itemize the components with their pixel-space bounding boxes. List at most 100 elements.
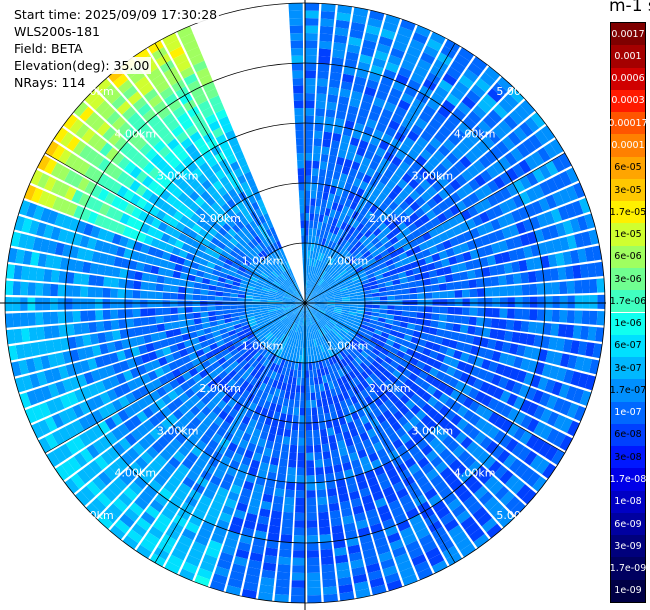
beta-gate [147, 40, 164, 54]
beta-gate [501, 226, 513, 239]
beta-gate [346, 175, 355, 185]
beta-gate [269, 386, 276, 396]
beta-gate [316, 288, 324, 295]
beta-gate [64, 169, 77, 185]
beta-gate [498, 240, 509, 252]
beta-gate [123, 487, 138, 501]
beta-gate [312, 305, 320, 309]
beta-gate [80, 298, 88, 310]
beta-gate [541, 226, 552, 241]
beta-gate [233, 233, 242, 243]
beta-gate [80, 485, 96, 502]
beta-gate [449, 236, 460, 247]
beta-gate [337, 393, 345, 403]
beta-gate [238, 422, 248, 432]
beta-gate [499, 308, 508, 319]
beta-gate [229, 266, 238, 273]
beta-gate [211, 251, 221, 259]
beta-gate [310, 293, 318, 299]
beta-gate [306, 280, 309, 289]
beta-gate [400, 450, 412, 462]
beta-gate [365, 254, 374, 262]
beta-gate [364, 210, 374, 220]
beta-gate [237, 308, 246, 313]
beta-gate [279, 286, 287, 292]
beta-gate [202, 416, 213, 428]
beta-gate [273, 411, 281, 421]
beta-gate [357, 255, 366, 263]
beta-gate [409, 311, 418, 318]
beta-gate [517, 206, 530, 220]
beta-gate [501, 341, 512, 353]
beta-gate [319, 383, 325, 392]
beta-gate [318, 319, 325, 327]
beta-gate [111, 413, 123, 427]
beta-gate [333, 125, 344, 135]
beta-gate [146, 446, 159, 459]
beta-gate [452, 245, 463, 255]
beta-gate [283, 308, 292, 313]
beta-gate [107, 482, 122, 497]
beta-gate [524, 155, 538, 170]
beta-gate [513, 126, 528, 142]
beta-gate [152, 257, 162, 267]
beta-gate [231, 382, 241, 392]
beta-gate [165, 501, 180, 514]
beta-gate [403, 217, 414, 227]
beta-gate [95, 310, 104, 321]
beta-gate [205, 332, 214, 340]
beta-gate [349, 98, 361, 108]
beta-gate [385, 258, 394, 267]
beta-gate [484, 287, 493, 297]
beta-gate [327, 306, 335, 309]
beta-gate [267, 298, 276, 301]
beta-gate [275, 404, 283, 413]
beta-gate [396, 350, 406, 359]
beta-gate [282, 298, 291, 301]
beta-gate [250, 324, 259, 331]
beta-gate [343, 241, 351, 250]
beta-gate [435, 242, 446, 253]
beta-gate [78, 432, 92, 447]
colorbar-tick: 6e-05 [611, 156, 645, 179]
beta-gate [290, 314, 296, 321]
beta-gate [163, 66, 179, 80]
beta-gate [206, 217, 217, 227]
beta-gate [279, 541, 292, 551]
beta-gate [209, 580, 226, 592]
colorbar-tick: 6e-07 [611, 334, 645, 358]
beta-gate [537, 242, 548, 256]
beta-gate [310, 385, 315, 393]
beta-gate [239, 318, 248, 324]
beta-gate [208, 95, 222, 107]
beta-gate [569, 249, 580, 264]
beta-gate [167, 390, 179, 401]
beta-gate [312, 283, 318, 291]
beta-gate [420, 149, 432, 161]
beta-gate [349, 298, 358, 302]
beta-gate [277, 465, 287, 475]
beta-gate [293, 307, 300, 314]
beta-gate [409, 415, 421, 427]
beta-gate [394, 289, 403, 295]
beta-gate [153, 140, 166, 153]
beta-gate [305, 303, 311, 309]
beta-gate [280, 273, 287, 281]
beta-gate [342, 461, 352, 472]
beta-gate [131, 523, 147, 538]
beta-gate [334, 299, 343, 302]
beta-gate [118, 437, 132, 451]
beta-gate [431, 181, 444, 193]
beta-gate [102, 508, 118, 524]
beta-gate [314, 115, 325, 124]
beta-gate [277, 312, 285, 317]
beta-gate [513, 396, 525, 410]
beta-gate [499, 390, 512, 404]
beta-gate [334, 325, 342, 332]
beta-gate [459, 352, 470, 363]
beta-gate [496, 264, 506, 275]
beta-gate [365, 242, 375, 251]
beta-gate [329, 71, 342, 81]
beta-gate [369, 214, 379, 224]
beta-gate [207, 306, 216, 312]
